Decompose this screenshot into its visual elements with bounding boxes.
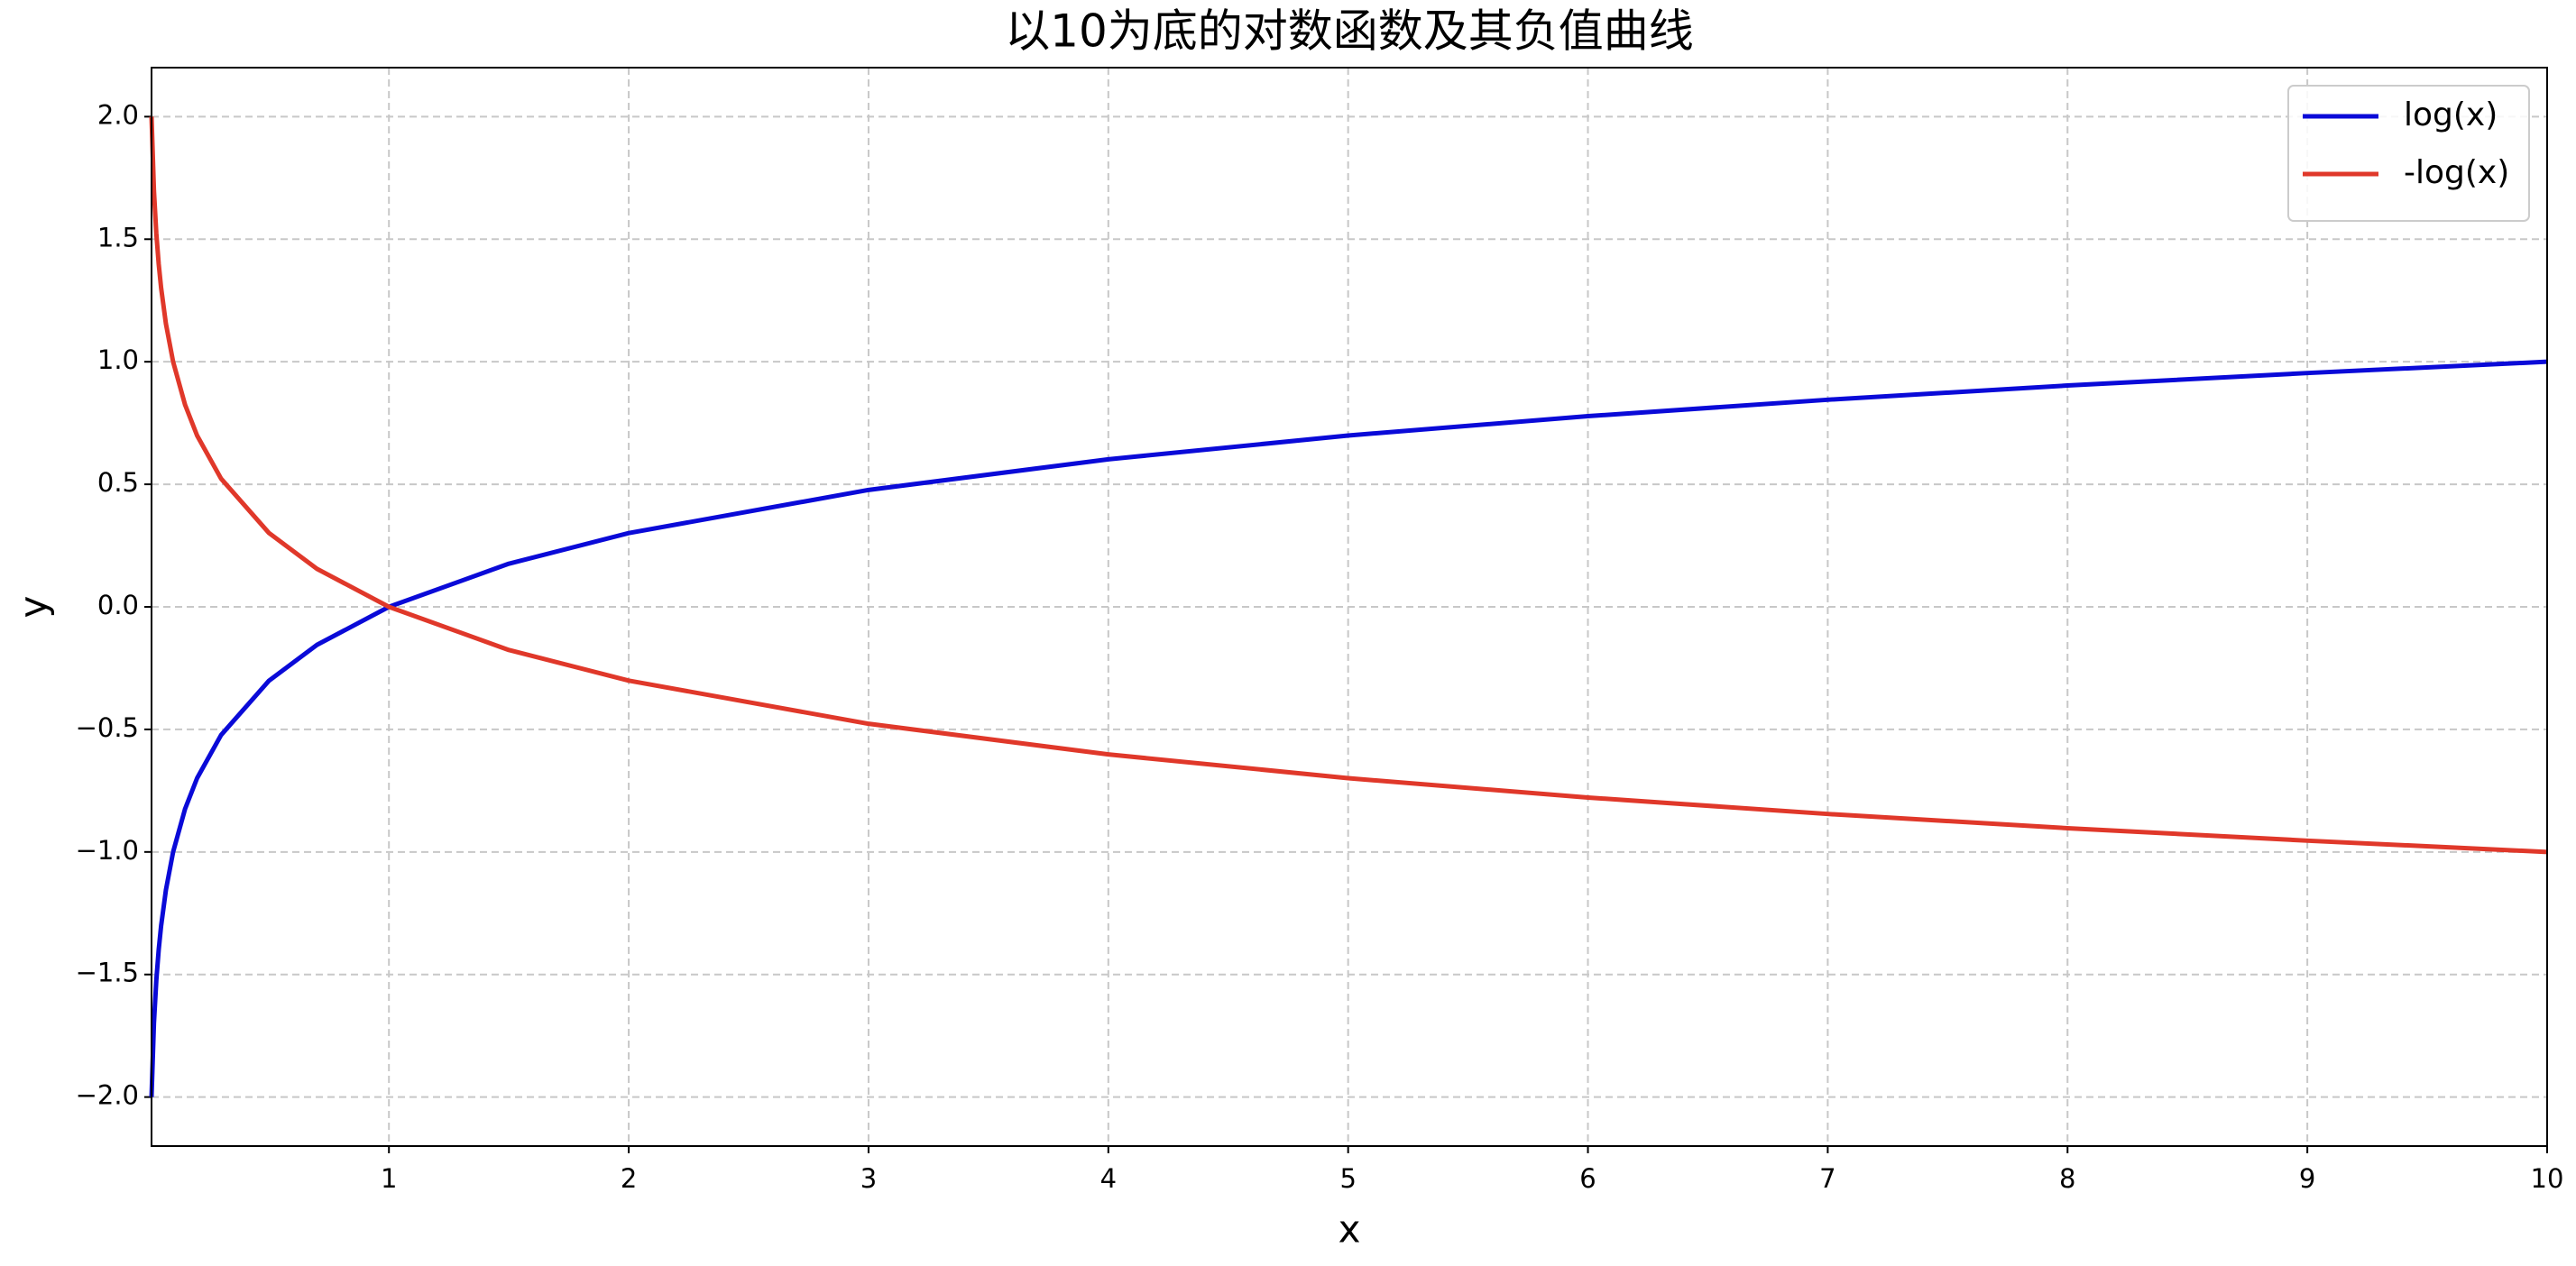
x-tick-label: 1 (381, 1163, 397, 1194)
y-tick-label: 0.5 (97, 467, 139, 498)
x-tick-label: 5 (1339, 1163, 1356, 1194)
line-series (149, 359, 2548, 1097)
legend-label: log(x) (2404, 96, 2498, 133)
line-series (149, 116, 2548, 855)
y-tick-label: 1.5 (97, 222, 139, 252)
plot-frame (151, 67, 2548, 1147)
x-tick-label: 9 (2299, 1163, 2315, 1194)
x-tick-label: 7 (1819, 1163, 1835, 1194)
y-tick-label: −2.0 (76, 1080, 139, 1111)
legend-box (2287, 85, 2530, 222)
y-tick-label: 2.0 (97, 99, 139, 130)
x-tick-label: 3 (860, 1163, 877, 1194)
x-axis-label: x (1339, 1207, 1361, 1252)
chart-title: 以10为底的对数函数及其负值曲线 (1005, 5, 1694, 58)
y-tick-label: −0.5 (76, 712, 139, 743)
y-tick-label: −1.5 (76, 958, 139, 988)
y-tick-label: 0.0 (97, 590, 139, 620)
x-tick-label: 4 (1100, 1163, 1117, 1194)
x-tick-label: 6 (1579, 1163, 1596, 1194)
legend-label: -log(x) (2404, 154, 2509, 191)
y-tick-label: −1.0 (76, 835, 139, 866)
x-tick-label: 8 (2059, 1163, 2075, 1194)
x-tick-label: 10 (2531, 1163, 2564, 1194)
x-tick-label: 2 (621, 1163, 637, 1194)
y-axis-label: y (12, 596, 56, 619)
y-tick-label: 1.0 (97, 344, 139, 375)
